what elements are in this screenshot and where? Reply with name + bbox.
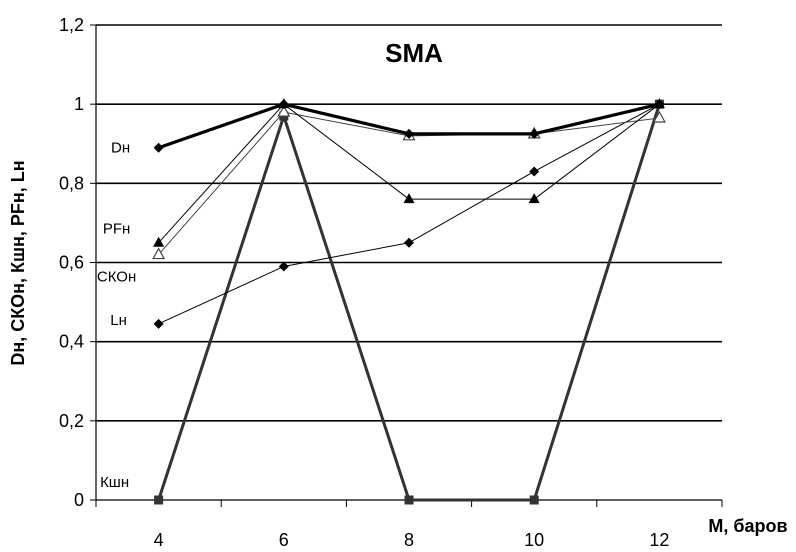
- y-tick-label: 0,4: [59, 332, 84, 352]
- data-point: [153, 142, 164, 153]
- data-point: [404, 128, 414, 139]
- data-point: [278, 261, 289, 272]
- data-point: [278, 99, 289, 110]
- series-line: [157, 103, 661, 502]
- y-axis-title: Dн, СКОн, Кшн, PFн, Lн: [8, 160, 28, 365]
- y-tick-label: 0,8: [59, 173, 84, 193]
- y-tick-label: 0: [74, 490, 84, 510]
- data-point: [404, 237, 414, 248]
- series-line: [158, 103, 660, 244]
- series-lines: [157, 102, 661, 502]
- data-point: [652, 110, 666, 123]
- series-label: СКОн: [97, 269, 136, 286]
- data-point: [277, 104, 291, 117]
- series-line: [158, 102, 660, 150]
- data-point: [529, 495, 539, 505]
- x-tick-label: 12: [649, 530, 669, 550]
- data-point: [654, 99, 665, 110]
- x-tick-label: 8: [404, 530, 414, 550]
- y-tick-label: 1: [74, 94, 84, 114]
- series-label: Кшн: [100, 474, 129, 491]
- chart-title: SMA: [385, 38, 443, 68]
- labels: 0 0,2 0,4 0,6 0,8 1 1,2 4 6 8 10 12 Dн PFн СКОн Lн Кшн: [59, 15, 669, 550]
- y-tick-label: 0,2: [59, 411, 84, 431]
- x-tick-label: 10: [524, 530, 544, 550]
- series-label: Lн: [110, 312, 127, 329]
- series-label: PFн: [103, 221, 130, 238]
- y-tick-label: 1,2: [59, 15, 84, 35]
- x-tick-label: 4: [154, 530, 164, 550]
- x-axis-title: M, баров: [708, 516, 787, 536]
- grid-lines: [96, 24, 722, 422]
- data-point: [528, 193, 540, 204]
- data-point: [154, 495, 164, 505]
- x-tick-label: 6: [279, 530, 289, 550]
- data-point: [153, 318, 164, 329]
- data-point: [404, 495, 414, 505]
- axes: [90, 24, 723, 507]
- data-point: [153, 236, 165, 247]
- data-point: [529, 166, 540, 177]
- data-points: [152, 98, 666, 505]
- series-label: Dн: [111, 140, 130, 157]
- data-point: [403, 193, 415, 204]
- y-tick-label: 0,6: [59, 253, 84, 273]
- data-point: [529, 128, 540, 139]
- data-point: [152, 247, 166, 260]
